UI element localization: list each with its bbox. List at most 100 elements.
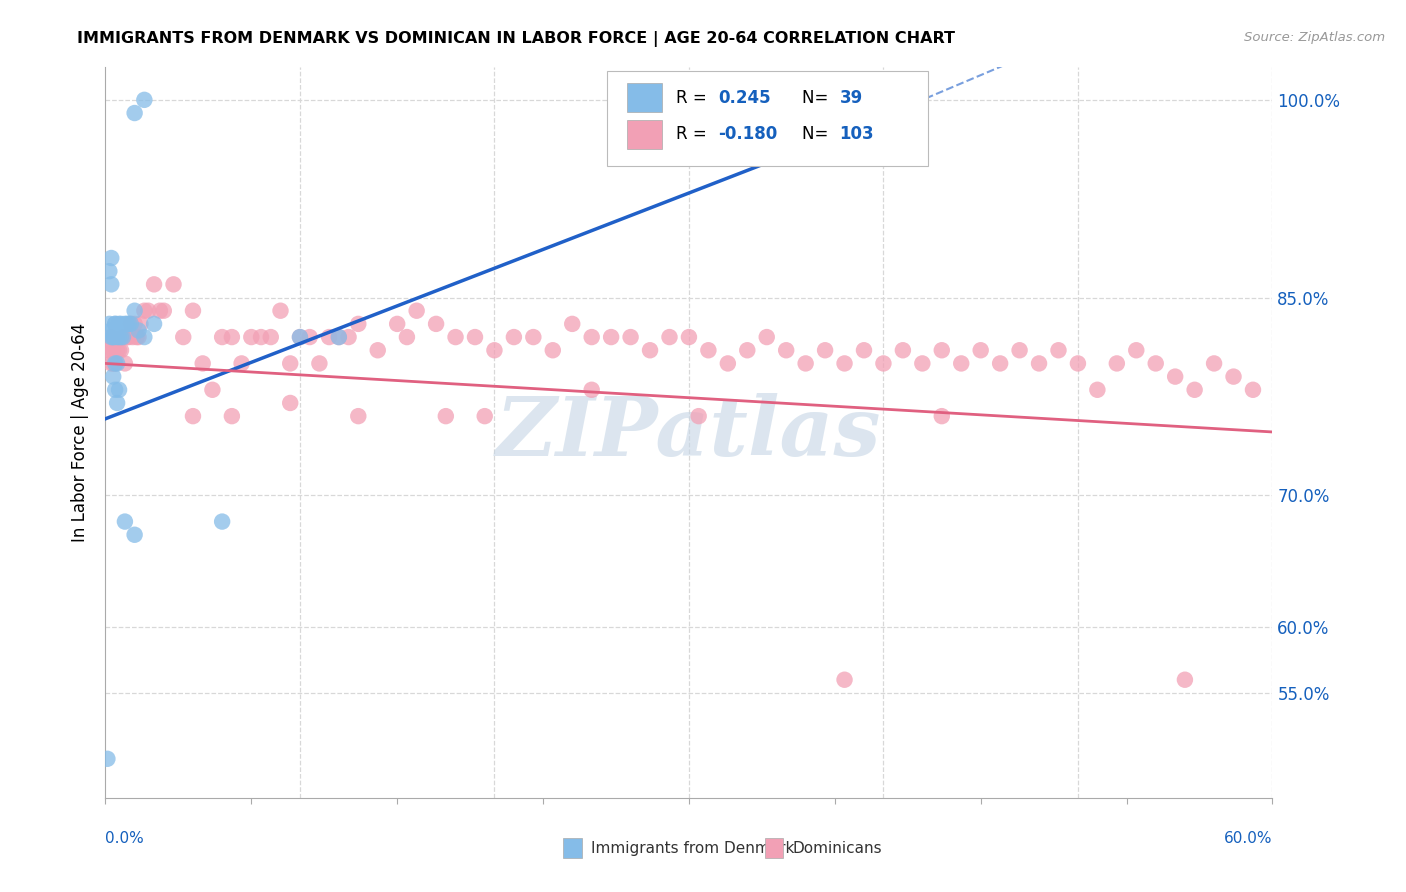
Point bbox=[100, 356, 122, 370]
Point bbox=[143, 277, 166, 292]
Point bbox=[600, 330, 623, 344]
Point bbox=[755, 330, 778, 344]
Point bbox=[108, 317, 131, 331]
Point bbox=[347, 317, 370, 331]
Point bbox=[105, 356, 128, 370]
Bar bbox=[627, 83, 662, 112]
Point bbox=[191, 356, 214, 370]
Point bbox=[1202, 356, 1225, 370]
Point bbox=[124, 528, 146, 542]
Point bbox=[100, 277, 122, 292]
Point bbox=[104, 383, 127, 397]
Point bbox=[308, 356, 330, 370]
Point bbox=[162, 277, 184, 292]
Point bbox=[1028, 356, 1050, 370]
Point bbox=[347, 409, 370, 424]
Point bbox=[96, 805, 118, 819]
Point bbox=[110, 317, 132, 331]
Point bbox=[834, 356, 856, 370]
Point bbox=[298, 330, 321, 344]
Point bbox=[105, 343, 128, 358]
Point bbox=[98, 264, 121, 278]
Point bbox=[775, 343, 797, 358]
Point bbox=[120, 317, 142, 331]
Point bbox=[1008, 343, 1031, 358]
Point bbox=[136, 303, 159, 318]
Point bbox=[814, 343, 837, 358]
Point bbox=[278, 356, 301, 370]
Point bbox=[688, 409, 710, 424]
FancyBboxPatch shape bbox=[607, 70, 928, 166]
Point bbox=[125, 330, 148, 344]
Point bbox=[1105, 356, 1128, 370]
Point bbox=[221, 409, 243, 424]
Point bbox=[129, 317, 152, 331]
Point bbox=[104, 356, 127, 370]
Point bbox=[111, 330, 134, 344]
Point bbox=[114, 515, 136, 529]
Point bbox=[118, 317, 141, 331]
Point bbox=[105, 396, 128, 410]
Point bbox=[103, 343, 125, 358]
Text: Source: ZipAtlas.com: Source: ZipAtlas.com bbox=[1244, 31, 1385, 45]
Point bbox=[717, 356, 740, 370]
Text: 0.245: 0.245 bbox=[718, 88, 770, 107]
Point bbox=[103, 369, 125, 384]
Text: ZIPatlas: ZIPatlas bbox=[496, 392, 882, 473]
Point bbox=[931, 409, 953, 424]
Point bbox=[474, 409, 496, 424]
Point bbox=[288, 330, 311, 344]
Point bbox=[658, 330, 681, 344]
Text: R =: R = bbox=[676, 88, 717, 107]
Point bbox=[318, 330, 340, 344]
Point bbox=[221, 330, 243, 344]
Point bbox=[872, 356, 894, 370]
Point bbox=[367, 343, 389, 358]
Point bbox=[278, 396, 301, 410]
Point bbox=[328, 330, 350, 344]
Text: -0.180: -0.180 bbox=[718, 125, 778, 144]
Point bbox=[114, 356, 136, 370]
Point bbox=[128, 323, 150, 337]
Point bbox=[1087, 383, 1109, 397]
Point bbox=[108, 343, 131, 358]
Point bbox=[111, 330, 134, 344]
Point bbox=[697, 343, 720, 358]
Point bbox=[561, 317, 583, 331]
Point bbox=[1184, 383, 1206, 397]
Point bbox=[385, 317, 409, 331]
Text: Dominicans: Dominicans bbox=[793, 840, 883, 855]
Point bbox=[950, 356, 973, 370]
Bar bbox=[765, 838, 783, 858]
Point bbox=[103, 356, 125, 370]
Point bbox=[181, 409, 204, 424]
Point bbox=[100, 330, 122, 344]
Point bbox=[104, 317, 127, 331]
Point bbox=[201, 383, 224, 397]
Point bbox=[100, 330, 122, 344]
Point bbox=[110, 330, 132, 344]
Point bbox=[240, 330, 263, 344]
Bar bbox=[562, 838, 582, 858]
Point bbox=[970, 343, 993, 358]
Point bbox=[103, 330, 125, 344]
Point bbox=[143, 317, 166, 331]
Point bbox=[98, 343, 121, 358]
Point bbox=[620, 330, 643, 344]
Point bbox=[464, 330, 486, 344]
Text: 0.0%: 0.0% bbox=[105, 831, 145, 847]
Point bbox=[1174, 673, 1197, 687]
Point bbox=[794, 356, 817, 370]
Point bbox=[250, 330, 273, 344]
Point bbox=[114, 317, 136, 331]
Point bbox=[153, 303, 174, 318]
Point bbox=[337, 330, 360, 344]
Point bbox=[121, 330, 143, 344]
Point bbox=[115, 317, 138, 331]
Point bbox=[444, 330, 467, 344]
Point bbox=[405, 303, 427, 318]
Point bbox=[522, 330, 544, 344]
Point bbox=[120, 317, 142, 331]
Point bbox=[98, 317, 121, 331]
Text: N=: N= bbox=[803, 125, 839, 144]
